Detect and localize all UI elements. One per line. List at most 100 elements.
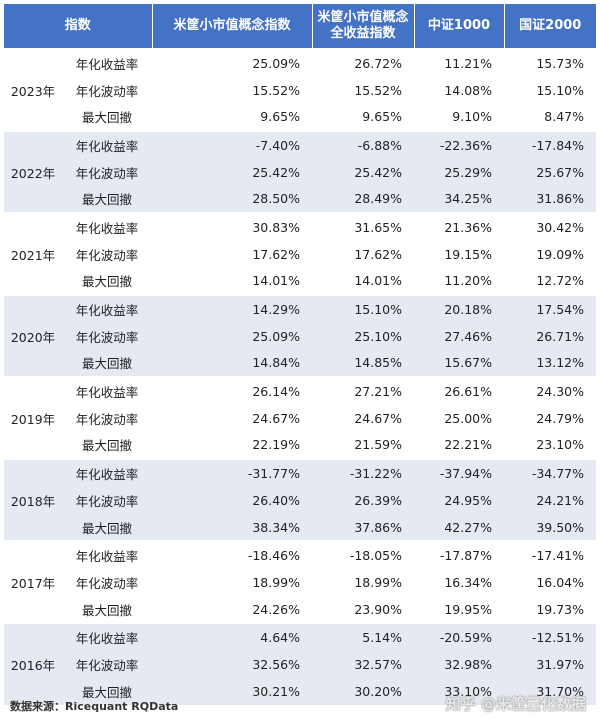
year-group: 2016年 年化收益率 4.64% 5.14% -20.59% -12.51% 年化波动率 3…	[4, 622, 597, 705]
metric-cell: 年化波动率	[62, 651, 153, 678]
value-cell: 27.21%	[312, 376, 415, 405]
value-cell: 25.09%	[152, 322, 313, 350]
value-cell: 18.99%	[312, 569, 415, 596]
value-cell: -37.94%	[414, 458, 505, 487]
value-cell: 15.10%	[504, 76, 597, 104]
table-row: 年化波动率 18.99% 18.99% 16.34% 16.04%	[4, 569, 597, 596]
metric-cell: 年化波动率	[62, 487, 153, 514]
value-cell: 25.29%	[414, 158, 505, 186]
value-cell: 25.00%	[414, 404, 505, 432]
value-cell: 15.73%	[504, 48, 597, 77]
data-source: 数据来源：Ricequant RQData	[10, 700, 179, 713]
year-cell: 2017年	[4, 540, 62, 624]
value-cell: 24.79%	[504, 404, 597, 432]
year-cell: 2021年	[4, 212, 62, 296]
table-row: 年化波动率 17.62% 17.62% 19.15% 19.09%	[4, 240, 597, 268]
value-cell: 11.20%	[414, 267, 505, 296]
value-cell: 15.10%	[312, 294, 415, 323]
value-cell: 42.27%	[414, 513, 505, 542]
year-group: 2020年 年化收益率 14.29% 15.10% 20.18% 17.54% 年化波动率 2…	[4, 294, 597, 378]
table-row: 最大回撤 14.84% 14.85% 15.67% 13.12%	[4, 349, 597, 378]
value-cell: 39.50%	[504, 513, 597, 542]
value-cell: 25.10%	[312, 322, 415, 350]
metric-cell: 年化收益率	[62, 458, 153, 487]
table-row: 年化波动率 25.42% 25.42% 25.29% 25.67%	[4, 158, 597, 186]
year-cell: 2023年	[4, 47, 62, 132]
table-row: 最大回撤 9.65% 9.65% 9.10% 8.47%	[4, 103, 597, 132]
table-row: 最大回撤 28.50% 28.49% 34.25% 31.86%	[4, 185, 597, 214]
value-cell: -20.59%	[414, 622, 505, 652]
value-cell: 24.67%	[312, 404, 415, 432]
year-group: 2023年 年化收益率 25.09% 26.72% 11.21% 15.73% 年化波动率 1…	[4, 47, 597, 132]
metric-cell: 最大回撤	[62, 677, 153, 705]
metric-cell: 最大回撤	[62, 349, 153, 378]
header-col-4: 国证2000	[504, 4, 597, 49]
value-cell: 31.70%	[504, 677, 597, 705]
table-row: 2017年 年化收益率 -18.46% -18.05% -17.87% -17.41%	[4, 540, 597, 624]
year-cell: 2016年	[4, 622, 62, 705]
value-cell: -7.40%	[152, 130, 313, 159]
value-cell: 15.67%	[414, 349, 505, 378]
value-cell: -31.77%	[152, 458, 313, 487]
metric-cell: 年化波动率	[62, 76, 153, 104]
value-cell: 22.21%	[414, 431, 505, 460]
table-row: 年化波动率 24.67% 24.67% 25.00% 24.79%	[4, 404, 597, 432]
value-cell: 11.21%	[414, 48, 505, 77]
value-cell: 26.72%	[312, 48, 415, 77]
year-cell: 2018年	[4, 458, 62, 542]
value-cell: 26.40%	[152, 487, 313, 514]
value-cell: 16.04%	[504, 569, 597, 596]
value-cell: 4.64%	[152, 622, 313, 652]
value-cell: 19.73%	[504, 595, 597, 624]
value-cell: 8.47%	[504, 103, 597, 132]
metric-cell: 最大回撤	[62, 431, 153, 460]
metric-cell: 最大回撤	[62, 185, 153, 214]
value-cell: -12.51%	[504, 622, 597, 652]
value-cell: 14.01%	[152, 267, 313, 296]
year-group: 2022年 年化收益率 -7.40% -6.88% -22.36% -17.84% 年化波动…	[4, 130, 597, 214]
value-cell: 14.85%	[312, 349, 415, 378]
value-cell: 25.09%	[152, 48, 313, 77]
value-cell: -31.22%	[312, 458, 415, 487]
metric-cell: 年化收益率	[62, 376, 153, 405]
value-cell: 20.18%	[414, 294, 505, 323]
year-group: 2017年 年化收益率 -18.46% -18.05% -17.87% -17.41% 年化…	[4, 540, 597, 624]
metric-cell: 年化收益率	[62, 212, 153, 241]
value-cell: 14.01%	[312, 267, 415, 296]
value-cell: 25.42%	[312, 158, 415, 186]
value-cell: 31.86%	[504, 185, 597, 214]
year-group: 2021年 年化收益率 30.83% 31.65% 21.36% 30.42% 年化波动率 1…	[4, 212, 597, 296]
metric-cell: 年化收益率	[62, 622, 153, 652]
table-header: 指数 米筐小市值概念指数 米筐小市值概念 全收益指数 中证1000 国证2000	[4, 4, 597, 49]
value-cell: 23.90%	[312, 595, 415, 624]
value-cell: 32.57%	[312, 651, 415, 678]
value-cell: 19.15%	[414, 240, 505, 268]
value-cell: -17.84%	[504, 130, 597, 159]
metric-cell: 最大回撤	[62, 595, 153, 624]
header-col-3: 中证1000	[414, 4, 505, 49]
metric-cell: 年化收益率	[62, 130, 153, 159]
value-cell: 25.42%	[152, 158, 313, 186]
table-row: 最大回撤 38.34% 37.86% 42.27% 39.50%	[4, 513, 597, 542]
value-cell: 24.30%	[504, 376, 597, 405]
value-cell: 17.54%	[504, 294, 597, 323]
year-cell: 2022年	[4, 130, 62, 214]
value-cell: 32.56%	[152, 651, 313, 678]
value-cell: 28.49%	[312, 185, 415, 214]
value-cell: 25.67%	[504, 158, 597, 186]
value-cell: 9.65%	[312, 103, 415, 132]
value-cell: 26.61%	[414, 376, 505, 405]
value-cell: 17.62%	[312, 240, 415, 268]
table-row: 2021年 年化收益率 30.83% 31.65% 21.36% 30.42%	[4, 212, 597, 296]
value-cell: 16.34%	[414, 569, 505, 596]
table-row: 2018年 年化收益率 -31.77% -31.22% -37.94% -34.77%	[4, 458, 597, 542]
value-cell: 24.21%	[504, 487, 597, 514]
value-cell: 28.50%	[152, 185, 313, 214]
metric-cell: 最大回撤	[62, 103, 153, 132]
value-cell: 9.65%	[152, 103, 313, 132]
header-index: 指数	[4, 4, 153, 49]
value-cell: 14.84%	[152, 349, 313, 378]
value-cell: 34.25%	[414, 185, 505, 214]
year-cell: 2019年	[4, 376, 62, 460]
